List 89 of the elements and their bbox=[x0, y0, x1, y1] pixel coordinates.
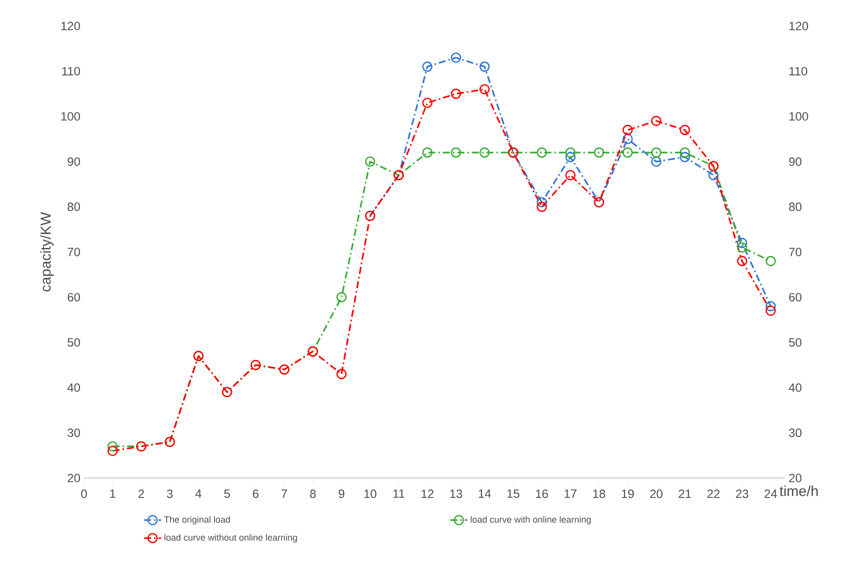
point bbox=[708, 170, 719, 180]
x-tick-label: 6 bbox=[252, 490, 258, 498]
y-tick-label: 120 bbox=[61, 22, 80, 30]
x-tick-label: 16 bbox=[536, 490, 548, 498]
point bbox=[336, 292, 347, 302]
y-tick-label: 70 bbox=[68, 248, 80, 256]
x-tick-label: 5 bbox=[224, 490, 230, 498]
y-tick-label: 60 bbox=[68, 292, 80, 302]
point bbox=[766, 301, 776, 312]
x-tick-label: 18 bbox=[593, 490, 606, 498]
y-tick-label: 40 bbox=[67, 383, 80, 392]
x-tick-label: 4 bbox=[195, 490, 202, 498]
point bbox=[594, 147, 604, 158]
point bbox=[536, 147, 547, 158]
point bbox=[422, 62, 433, 72]
x-tick-label: 15 bbox=[507, 490, 520, 498]
x-tick-label: 1 bbox=[110, 490, 116, 498]
x-tick-label: 7 bbox=[282, 490, 288, 498]
point bbox=[450, 52, 462, 63]
x-tick-label: 19 bbox=[622, 490, 634, 498]
x-tick-label: 0 bbox=[81, 490, 87, 498]
y2-tick-label: 100 bbox=[789, 112, 808, 121]
point bbox=[680, 152, 690, 162]
x-tick-label: 9 bbox=[338, 490, 344, 498]
y2-tick-label: 90 bbox=[789, 157, 802, 166]
point bbox=[479, 84, 490, 94]
point bbox=[536, 197, 547, 208]
point bbox=[651, 156, 662, 167]
x-tick-label: 3 bbox=[166, 490, 173, 498]
point bbox=[107, 441, 118, 452]
x-tick-label: 10 bbox=[364, 490, 376, 498]
point bbox=[622, 124, 633, 136]
x-tick-label: 8 bbox=[310, 490, 316, 498]
y2-tick-label: 120 bbox=[789, 22, 808, 30]
x-tick-label: 21 bbox=[678, 490, 691, 498]
point bbox=[622, 147, 633, 158]
point bbox=[479, 147, 490, 158]
x-tick-label: 20 bbox=[650, 490, 662, 498]
y-tick-label: 90 bbox=[68, 157, 80, 166]
y2-tick-label: 20 bbox=[789, 474, 802, 482]
point bbox=[651, 116, 662, 126]
point bbox=[422, 98, 433, 108]
point bbox=[766, 306, 776, 316]
y-tick-label: 100 bbox=[61, 112, 80, 121]
point bbox=[622, 134, 633, 144]
y2-tick-label: 30 bbox=[789, 428, 802, 438]
point bbox=[422, 147, 433, 158]
legend-label: The original load bbox=[164, 516, 230, 524]
point bbox=[651, 147, 662, 158]
x-tick-label: 22 bbox=[707, 490, 720, 498]
y-tick-label: 80 bbox=[68, 202, 80, 212]
point bbox=[536, 202, 547, 212]
point bbox=[680, 147, 690, 158]
x-tick-label: 11 bbox=[393, 490, 404, 498]
point bbox=[479, 62, 490, 72]
y2-tick-label: 40 bbox=[788, 383, 802, 392]
legend-label: load curve without online learning bbox=[164, 534, 297, 543]
point bbox=[107, 446, 118, 456]
y-tick-label: 20 bbox=[68, 474, 80, 482]
y-tick-label: 110 bbox=[62, 66, 80, 76]
point bbox=[450, 88, 462, 99]
x-tick-label: 23 bbox=[736, 490, 748, 498]
x-tick-label: 17 bbox=[564, 490, 576, 498]
x-tick-label: 13 bbox=[450, 490, 462, 498]
y2-tick-label: 50 bbox=[789, 338, 802, 347]
point bbox=[565, 170, 576, 180]
y2-tick-label: 60 bbox=[789, 292, 802, 302]
point bbox=[565, 147, 576, 158]
x-tick-label: 12 bbox=[422, 490, 434, 498]
point bbox=[336, 368, 347, 380]
point bbox=[736, 238, 748, 248]
y2-tick-label: 80 bbox=[789, 202, 802, 212]
point bbox=[736, 256, 748, 266]
x-tick-label: 24 bbox=[764, 490, 778, 498]
y-tick-label: 50 bbox=[68, 338, 80, 347]
point bbox=[450, 147, 462, 158]
point bbox=[364, 156, 376, 167]
legend-label: load curve with online learning bbox=[470, 516, 591, 524]
point bbox=[766, 256, 776, 266]
y-axis-title: capacity/KW bbox=[40, 212, 54, 292]
y2-tick-label: 70 bbox=[789, 248, 802, 256]
point bbox=[565, 152, 576, 162]
point bbox=[736, 242, 748, 253]
point bbox=[680, 124, 690, 136]
y2-tick-label: 110 bbox=[789, 66, 808, 76]
x-axis-title: time/h bbox=[780, 486, 818, 496]
y-tick-label: 30 bbox=[68, 428, 80, 438]
x-tick-label: 2 bbox=[138, 490, 144, 498]
x-tick-label: 14 bbox=[478, 490, 491, 498]
